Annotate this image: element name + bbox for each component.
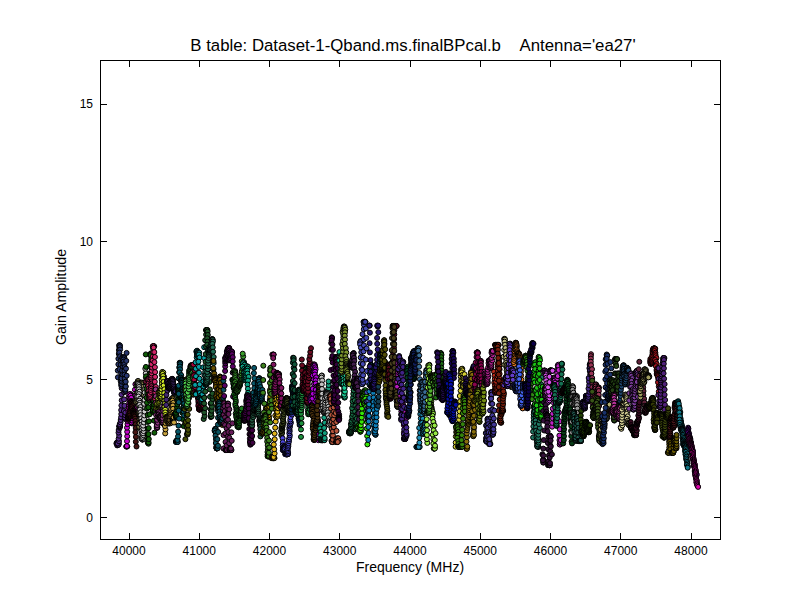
svg-text:45000: 45000: [464, 544, 498, 558]
svg-text:Frequency (MHz): Frequency (MHz): [356, 559, 464, 575]
svg-text:0: 0: [86, 511, 93, 525]
svg-text:B table: Dataset-1-Qband.ms.fi: B table: Dataset-1-Qband.ms.finalBPcal.b…: [190, 36, 635, 55]
svg-text:43000: 43000: [323, 544, 357, 558]
svg-text:47000: 47000: [604, 544, 638, 558]
svg-text:48000: 48000: [674, 544, 708, 558]
svg-text:46000: 46000: [534, 544, 568, 558]
svg-text:41000: 41000: [183, 544, 217, 558]
svg-text:40000: 40000: [112, 544, 146, 558]
svg-text:10: 10: [80, 235, 94, 249]
svg-text:Gain Amplitude: Gain Amplitude: [53, 249, 69, 345]
svg-text:15: 15: [80, 97, 94, 111]
svg-text:44000: 44000: [393, 544, 427, 558]
svg-text:42000: 42000: [253, 544, 287, 558]
svg-text:5: 5: [86, 373, 93, 387]
